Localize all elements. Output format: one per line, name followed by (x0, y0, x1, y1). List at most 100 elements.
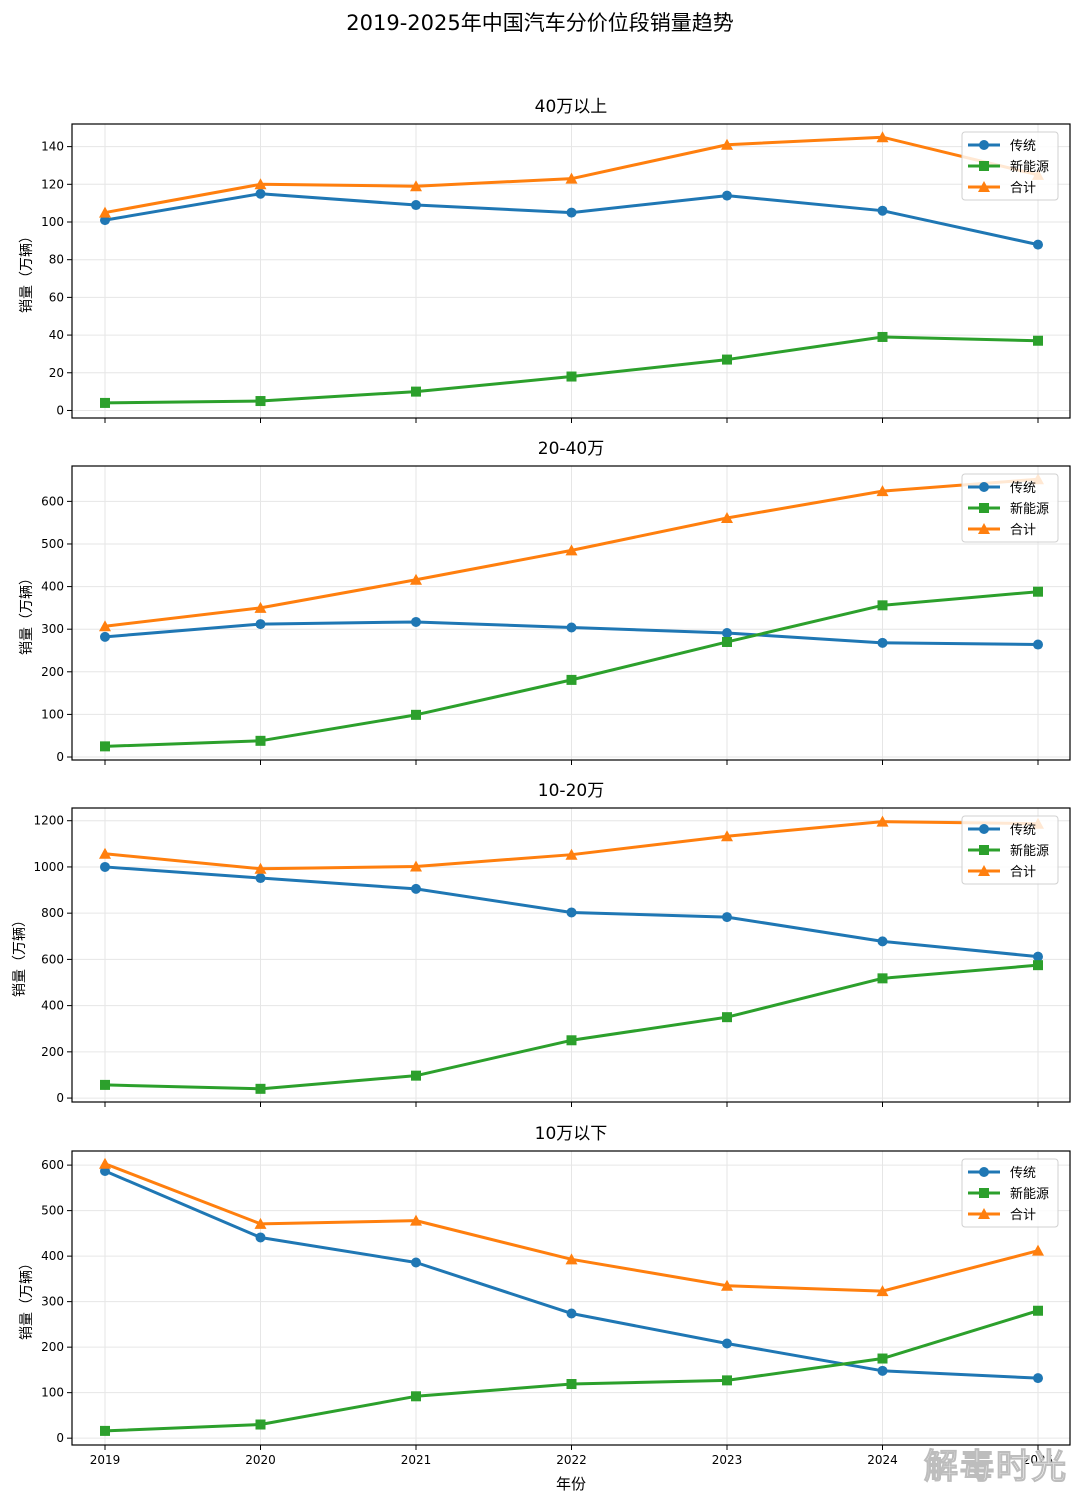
data-point (722, 636, 732, 647)
legend-label: 合计 (1010, 181, 1036, 196)
y-tick-label: 500 (41, 537, 64, 551)
y-axis-label: 销量（万辆） (12, 913, 28, 997)
data-point (254, 1217, 267, 1229)
y-tick-label: 80 (49, 253, 64, 267)
legend-label: 新能源 (1010, 159, 1049, 175)
data-point (1033, 586, 1043, 597)
data-point (721, 830, 733, 842)
subplot-title: 20-40万 (538, 439, 604, 459)
data-point (1033, 239, 1043, 250)
series-total (99, 1157, 1044, 1297)
data-point (876, 815, 889, 827)
data-point (100, 1425, 110, 1436)
data-point (410, 860, 422, 872)
legend-marker-triangle-icon (978, 1208, 990, 1219)
y-tick-label: 0 (56, 403, 64, 417)
data-point (1033, 1305, 1043, 1316)
plot-frame (71, 1150, 1071, 1446)
x-tick-label: 2021 (401, 1453, 432, 1467)
y-tick-label: 500 (41, 1204, 64, 1218)
legend-label: 传统 (1010, 139, 1036, 154)
legend-marker-triangle-icon (978, 865, 990, 876)
data-point (566, 207, 577, 218)
data-point (411, 616, 421, 627)
data-point (255, 188, 266, 199)
y-tick-label: 200 (41, 1045, 64, 1059)
y-tick-label: 600 (41, 952, 64, 966)
data-point (254, 601, 267, 613)
data-point (566, 674, 577, 685)
series-traditional (100, 861, 1043, 962)
data-point (255, 1419, 266, 1430)
legend-label: 合计 (1010, 1208, 1036, 1223)
figure-title: 2019-2025年中国汽车分价位段销量趋势 (346, 11, 733, 35)
data-point (566, 1308, 577, 1319)
x-tick-label: 2022 (556, 1453, 587, 1467)
x-tick-label: 2023 (712, 1453, 743, 1467)
data-point (100, 215, 110, 226)
data-point (566, 1379, 577, 1390)
data-point (100, 741, 110, 752)
data-point (254, 862, 267, 874)
data-point (100, 397, 110, 408)
data-point (877, 331, 888, 342)
data-point (411, 200, 421, 211)
data-point (877, 637, 888, 648)
data-point (411, 1257, 421, 1268)
x-axis-label: 年份 (556, 1475, 586, 1493)
y-tick-label: 1000 (33, 860, 64, 874)
data-point (876, 1285, 889, 1297)
data-point (877, 1365, 888, 1376)
legend-label: 传统 (1010, 1166, 1036, 1181)
data-point (722, 1375, 732, 1386)
data-point (1032, 1244, 1044, 1256)
data-point (877, 600, 888, 611)
legend-marker-square-icon (979, 845, 989, 855)
data-point (565, 1253, 578, 1265)
y-tick-label: 600 (41, 494, 64, 508)
subplots: 40万以上020406080100120140销量（万辆）传统新能源合计20-4… (12, 97, 1071, 1467)
data-point (99, 1157, 111, 1169)
data-point (100, 631, 110, 642)
subplot-4: 10万以下 0 100 200 300 400 500 600 2019 2020 2021 2022… (19, 1124, 1071, 1467)
data-point (565, 172, 578, 184)
data-point (877, 1353, 888, 1364)
legend-marker-triangle-icon (978, 523, 990, 534)
data-point (255, 1232, 266, 1243)
data-point (876, 131, 889, 143)
data-point (722, 912, 732, 923)
data-point (1033, 335, 1043, 346)
data-point (255, 735, 266, 746)
data-point (1033, 1373, 1043, 1384)
data-point (565, 848, 578, 860)
legend-label: 合计 (1010, 523, 1036, 538)
data-point (722, 190, 732, 201)
series-nev (100, 1305, 1043, 1436)
data-point (411, 883, 421, 894)
x-tick-label: 2019 (90, 1453, 121, 1467)
data-point (411, 1070, 421, 1081)
data-point (721, 511, 733, 523)
legend-label: 新能源 (1010, 843, 1049, 859)
data-point (255, 396, 266, 407)
y-tick-label: 100 (41, 215, 64, 229)
data-point (100, 1079, 110, 1090)
data-point (100, 861, 110, 872)
data-point (410, 573, 422, 585)
series-nev (100, 331, 1043, 408)
data-point (410, 180, 422, 192)
subplot-title: 10-20万 (538, 781, 604, 801)
subplot-title: 40万以上 (535, 97, 608, 117)
legend-marker-circle-icon (979, 482, 989, 492)
legend-marker-square-icon (979, 161, 989, 171)
data-point (410, 1214, 422, 1226)
y-tick-label: 100 (41, 707, 64, 721)
data-point (722, 1012, 732, 1023)
y-tick-label: 300 (41, 1295, 64, 1309)
